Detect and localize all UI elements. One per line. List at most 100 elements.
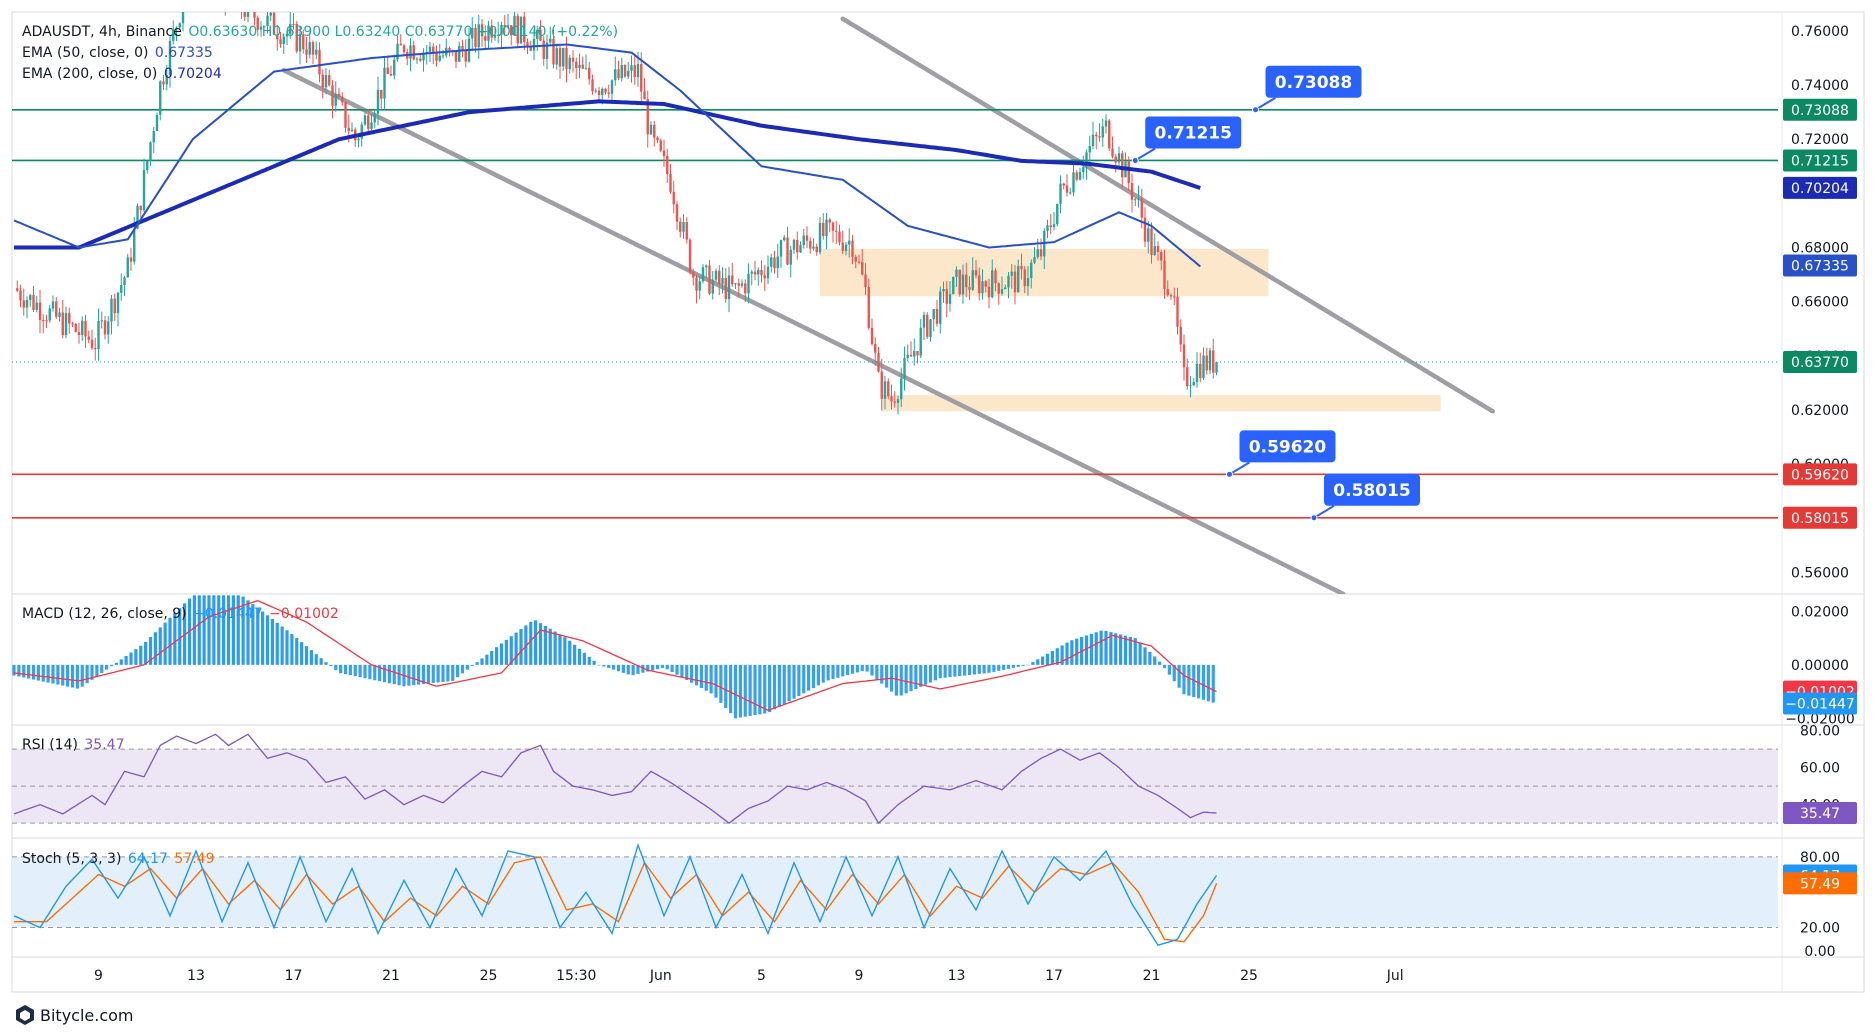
candle-body[interactable]: [604, 88, 607, 93]
candle-body[interactable]: [614, 69, 617, 81]
candle-body[interactable]: [1098, 136, 1101, 138]
candle-body[interactable]: [1085, 152, 1088, 168]
candle-body[interactable]: [698, 281, 701, 291]
candle-body[interactable]: [809, 240, 812, 249]
candle-body[interactable]: [1130, 183, 1134, 200]
candle-body[interactable]: [643, 91, 646, 100]
price-axis[interactable]: 0.760000.740000.720000.700000.680000.660…: [1783, 24, 1857, 960]
candle-body[interactable]: [279, 39, 282, 45]
candle-body[interactable]: [773, 257, 776, 269]
candle-body[interactable]: [324, 75, 328, 88]
candle-body[interactable]: [1114, 156, 1117, 163]
price-tag-0.70204[interactable]: 0.70204: [1783, 176, 1857, 199]
candle-body[interactable]: [835, 230, 838, 232]
candle-body[interactable]: [1108, 120, 1111, 149]
candle-body[interactable]: [19, 290, 22, 301]
candle-body[interactable]: [295, 23, 298, 52]
candle-body[interactable]: [952, 276, 955, 295]
candle-body[interactable]: [1208, 350, 1212, 371]
candle-body[interactable]: [22, 300, 25, 308]
candle-body[interactable]: [263, 26, 266, 28]
candle-body[interactable]: [412, 45, 415, 60]
candle-body[interactable]: [682, 222, 685, 232]
candle-body[interactable]: [409, 45, 412, 59]
candle-body[interactable]: [958, 269, 961, 295]
demand-zone[interactable]: [881, 395, 1441, 412]
candle-body[interactable]: [627, 70, 630, 77]
candle-body[interactable]: [916, 351, 919, 356]
candle-body[interactable]: [711, 279, 714, 294]
candle-body[interactable]: [789, 249, 792, 265]
callout-0.59620[interactable]: 0.59620: [1226, 430, 1336, 478]
candle-body[interactable]: [259, 26, 263, 30]
footer-brand[interactable]: Bitycle.com: [14, 1004, 134, 1026]
candle-body[interactable]: [380, 89, 383, 99]
candle-body[interactable]: [272, 12, 276, 35]
candle-body[interactable]: [649, 124, 653, 135]
candle-body[interactable]: [363, 115, 367, 125]
candle-body[interactable]: [1169, 295, 1173, 297]
candle-body[interactable]: [1143, 217, 1147, 242]
candle-body[interactable]: [581, 64, 584, 69]
candle-body[interactable]: [1104, 120, 1108, 127]
candle-body[interactable]: [360, 124, 363, 139]
candle-body[interactable]: [692, 272, 695, 278]
candle-body[interactable]: [1202, 355, 1205, 379]
candle-body[interactable]: [776, 256, 779, 269]
candle-body[interactable]: [484, 36, 487, 41]
candle-body[interactable]: [1147, 228, 1150, 242]
candle-body[interactable]: [896, 399, 900, 403]
candle-body[interactable]: [133, 228, 136, 262]
candle-body[interactable]: [536, 29, 539, 39]
candle-body[interactable]: [1189, 385, 1192, 387]
candle-body[interactable]: [672, 191, 675, 205]
candle-body[interactable]: [1192, 381, 1195, 386]
candle-body[interactable]: [1062, 183, 1065, 186]
candle-body[interactable]: [786, 237, 789, 265]
candle-body[interactable]: [48, 308, 51, 321]
candle-body[interactable]: [718, 270, 721, 285]
candle-body[interactable]: [549, 38, 552, 43]
candle-body[interactable]: [688, 239, 692, 273]
candle-body[interactable]: [328, 75, 331, 86]
candle-body[interactable]: [506, 25, 510, 28]
candle-body[interactable]: [1153, 246, 1156, 256]
ema50-line[interactable]: [13, 43, 1201, 268]
candle-body[interactable]: [841, 242, 844, 251]
candle-body[interactable]: [981, 281, 984, 294]
candle-body[interactable]: [487, 25, 490, 41]
candle-body[interactable]: [792, 239, 796, 250]
candle-body[interactable]: [724, 277, 727, 300]
candle-body[interactable]: [1166, 288, 1169, 296]
candle-body[interactable]: [269, 12, 272, 16]
candle-body[interactable]: [770, 257, 773, 267]
candle-body[interactable]: [594, 90, 597, 92]
stoch-k-line[interactable]: [13, 842, 1218, 947]
candle-body[interactable]: [38, 302, 42, 321]
candle-body[interactable]: [110, 298, 113, 322]
candle-body[interactable]: [571, 57, 575, 62]
candle-body[interactable]: [984, 281, 987, 287]
candle-body[interactable]: [1140, 198, 1143, 218]
candle-body[interactable]: [415, 58, 419, 60]
candle-body[interactable]: [428, 46, 432, 52]
candle-body[interactable]: [565, 47, 568, 69]
candle-body[interactable]: [399, 43, 402, 46]
legend-macd-row[interactable]: MACD (12, 26, close, 9) −0.01447 −0.0100…: [22, 606, 339, 622]
candle-body[interactable]: [357, 138, 360, 141]
candle-body[interactable]: [435, 53, 438, 61]
candle-body[interactable]: [276, 34, 279, 40]
candle-body[interactable]: [1023, 269, 1026, 287]
candle-body[interactable]: [500, 24, 503, 35]
candle-body[interactable]: [510, 25, 513, 36]
candle-body[interactable]: [383, 67, 386, 99]
candle-body[interactable]: [669, 173, 672, 192]
candle-body[interactable]: [623, 64, 627, 77]
candle-body[interactable]: [685, 222, 688, 240]
candle-body[interactable]: [77, 331, 81, 336]
candle-body[interactable]: [441, 55, 445, 57]
candle-body[interactable]: [344, 102, 347, 128]
candle-body[interactable]: [1007, 275, 1010, 288]
candle-body[interactable]: [100, 320, 103, 322]
candle-body[interactable]: [838, 231, 841, 243]
